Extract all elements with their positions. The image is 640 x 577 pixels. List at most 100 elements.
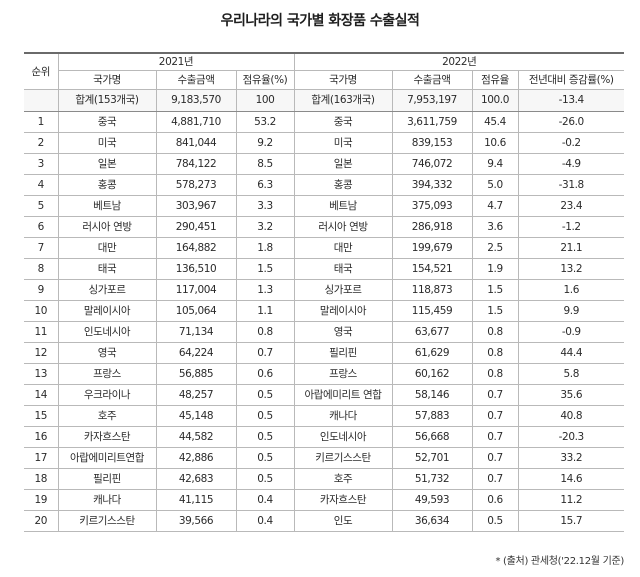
year-2022-header: 2022년	[293, 52, 625, 71]
country-2022-cell: 인도	[293, 510, 393, 532]
rank-cell: 10	[24, 300, 59, 322]
rank-cell: 12	[24, 342, 59, 364]
amount-2021-cell: 136,510	[155, 258, 237, 280]
amount-2022-cell: 746,072	[391, 153, 473, 175]
rank-cell: 17	[24, 447, 59, 469]
rank-cell: 7	[24, 237, 59, 259]
amount-2022-cell: 286,918	[391, 216, 473, 238]
country-2021-cell: 프랑스	[57, 363, 157, 385]
amount-2021-cell: 290,451	[155, 216, 237, 238]
change-cell: 23.4	[517, 195, 625, 217]
amount-2022-cell: 36,634	[391, 510, 473, 532]
amount-2021-cell: 4,881,710	[155, 111, 237, 133]
amount-2022-cell: 154,521	[391, 258, 473, 280]
rank-cell: 20	[24, 510, 59, 532]
table-row: 12 영국 64,224 0.7 필리핀 61,629 0.8 44.4	[24, 342, 625, 364]
country-2022-cell: 호주	[293, 468, 393, 490]
amount-2021-cell: 303,967	[155, 195, 237, 217]
country-2022-cell: 인도네시아	[293, 426, 393, 448]
share-2022-cell: 3.6	[471, 216, 519, 238]
change-cell: -1.2	[517, 216, 625, 238]
rank-cell: 15	[24, 405, 59, 427]
amount-2022-cell: 375,093	[391, 195, 473, 217]
change-cell: 11.2	[517, 489, 625, 511]
change-cell: 21.1	[517, 237, 625, 259]
share-2021-cell: 0.5	[235, 405, 295, 427]
share-2022-cell: 0.7	[471, 447, 519, 469]
table-row: 6 러시아 연방 290,451 3.2 러시아 연방 286,918 3.6 -1.2	[24, 216, 625, 238]
country-2022-cell: 말레이시아	[293, 300, 393, 322]
amount-2022-cell: 49,593	[391, 489, 473, 511]
country-2021-cell: 홍콩	[57, 174, 157, 196]
table-row: 17 아랍에미리트연합 42,886 0.5 키르기스스탄 52,701 0.7 33.2	[24, 447, 625, 469]
amount-2022-cell: 51,732	[391, 468, 473, 490]
amount-2021-cell: 42,886	[155, 447, 237, 469]
amount-2022-cell: 3,611,759	[391, 111, 473, 133]
country-2021-cell: 필리핀	[57, 468, 157, 490]
share-2022-cell: 0.7	[471, 426, 519, 448]
total-label-2021: 합계(153개국)	[57, 89, 157, 112]
rank-cell: 8	[24, 258, 59, 280]
share-2022-cell: 4.7	[471, 195, 519, 217]
amount-2022-cell: 394,332	[391, 174, 473, 196]
share-2022-cell: 45.4	[471, 111, 519, 133]
change-cell: 1.6	[517, 279, 625, 301]
table-row: 5 베트남 303,967 3.3 베트남 375,093 4.7 23.4	[24, 195, 625, 217]
rank-cell: 9	[24, 279, 59, 301]
table-row: 13 프랑스 56,885 0.6 프랑스 60,162 0.8 5.8	[24, 363, 625, 385]
country-2022-cell: 베트남	[293, 195, 393, 217]
share-2021-cell: 0.5	[235, 468, 295, 490]
share-header-2022: 점유율	[471, 70, 519, 90]
country-2021-cell: 카자흐스탄	[57, 426, 157, 448]
amount-2022-cell: 115,459	[391, 300, 473, 322]
amount-2022-cell: 61,629	[391, 342, 473, 364]
change-cell: 40.8	[517, 405, 625, 427]
share-2022-cell: 0.8	[471, 342, 519, 364]
country-2021-cell: 베트남	[57, 195, 157, 217]
change-header: 전년대비 증감률(%)	[517, 70, 625, 90]
table-row: 11 인도네시아 71,134 0.8 영국 63,677 0.8 -0.9	[24, 321, 625, 343]
source-note: * (출처) 관세청('22.12월 기준)	[495, 556, 624, 567]
share-2021-cell: 1.3	[235, 279, 295, 301]
amount-2022-cell: 60,162	[391, 363, 473, 385]
total-share-2021: 100	[235, 89, 295, 112]
share-2021-cell: 0.5	[235, 426, 295, 448]
rank-cell: 19	[24, 489, 59, 511]
country-2022-cell: 프랑스	[293, 363, 393, 385]
share-2022-cell: 0.8	[471, 363, 519, 385]
amount-2021-cell: 71,134	[155, 321, 237, 343]
change-cell: 15.7	[517, 510, 625, 532]
country-2021-cell: 중국	[57, 111, 157, 133]
share-2022-cell: 0.7	[471, 405, 519, 427]
change-cell: -0.9	[517, 321, 625, 343]
share-2022-cell: 5.0	[471, 174, 519, 196]
amount-header-2022: 수출금액	[391, 70, 473, 90]
export-table: 순위 2021년 2022년 국가명 수출금액 점유율(%) 국가명 수출금액 …	[24, 52, 625, 532]
amount-2022-cell: 52,701	[391, 447, 473, 469]
share-2021-cell: 0.5	[235, 447, 295, 469]
amount-2021-cell: 164,882	[155, 237, 237, 259]
change-cell: 9.9	[517, 300, 625, 322]
amount-2022-cell: 57,883	[391, 405, 473, 427]
amount-2022-cell: 199,679	[391, 237, 473, 259]
share-2022-cell: 0.5	[471, 510, 519, 532]
country-2021-cell: 미국	[57, 132, 157, 154]
country-2021-cell: 인도네시아	[57, 321, 157, 343]
rank-cell: 18	[24, 468, 59, 490]
amount-2021-cell: 105,064	[155, 300, 237, 322]
rank-cell: 5	[24, 195, 59, 217]
change-cell: 33.2	[517, 447, 625, 469]
share-2021-cell: 0.7	[235, 342, 295, 364]
rank-cell: 16	[24, 426, 59, 448]
country-2021-cell: 캐나다	[57, 489, 157, 511]
amount-header-2021: 수출금액	[155, 70, 237, 90]
country-2022-cell: 아랍에미리트 연합	[293, 384, 393, 406]
country-2022-cell: 태국	[293, 258, 393, 280]
table-row: 16 카자흐스탄 44,582 0.5 인도네시아 56,668 0.7 -20.3	[24, 426, 625, 448]
country-2022-cell: 대만	[293, 237, 393, 259]
table-row: 3 일본 784,122 8.5 일본 746,072 9.4 -4.9	[24, 153, 625, 175]
country-2021-cell: 아랍에미리트연합	[57, 447, 157, 469]
share-2022-cell: 9.4	[471, 153, 519, 175]
table-row: 10 말레이시아 105,064 1.1 말레이시아 115,459 1.5 9.9	[24, 300, 625, 322]
share-2021-cell: 53.2	[235, 111, 295, 133]
